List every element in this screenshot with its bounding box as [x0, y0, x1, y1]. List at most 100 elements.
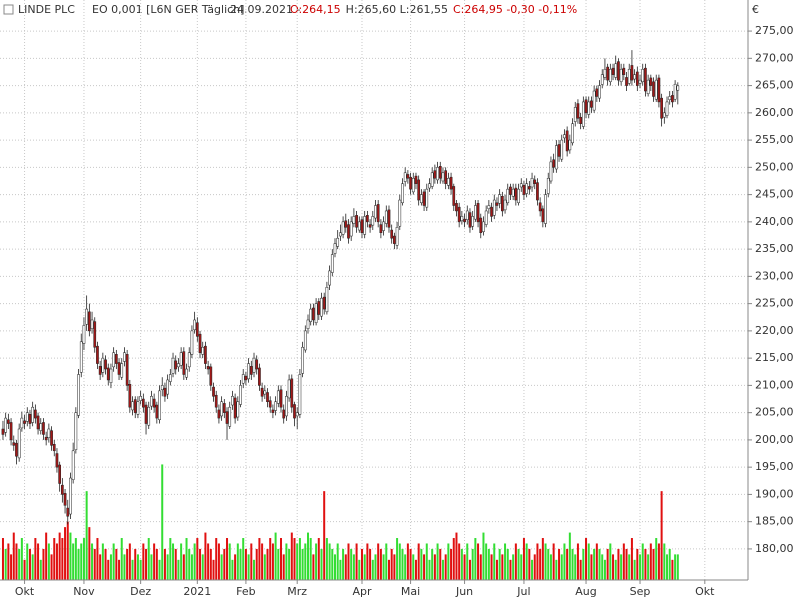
- volume-bar: [177, 559, 180, 580]
- y-tick-label: 195,00: [755, 460, 794, 473]
- candle-body: [660, 97, 663, 119]
- volume-bar: [498, 548, 501, 580]
- candle-body: [635, 71, 639, 86]
- volume-bar: [652, 548, 655, 580]
- candle-body: [160, 385, 164, 391]
- candle-body: [328, 270, 331, 286]
- candle-body: [474, 205, 477, 220]
- candle-body: [309, 308, 313, 322]
- x-tick-label: Mrz: [287, 585, 307, 598]
- candle-body: [581, 101, 585, 127]
- y-tick-label: 205,00: [755, 406, 794, 419]
- volume-bar: [128, 543, 131, 580]
- candle-body: [349, 221, 353, 237]
- volume-bar: [436, 543, 439, 580]
- volume-bar: [185, 538, 188, 580]
- volume-bar: [64, 527, 67, 580]
- candle-body: [82, 325, 86, 344]
- volume-bar: [207, 543, 210, 580]
- candle-body: [487, 205, 491, 210]
- volume-bar: [487, 548, 490, 580]
- candle-body: [290, 378, 294, 408]
- volume-bar: [285, 543, 288, 580]
- candle-body: [652, 81, 655, 97]
- candle-body: [295, 412, 299, 417]
- candle-body: [371, 216, 375, 226]
- x-tick-label: Sep: [630, 585, 651, 598]
- volume-bar: [339, 559, 342, 580]
- candle-body: [498, 194, 502, 204]
- volume-bar: [379, 548, 382, 580]
- volume-bar: [296, 543, 299, 580]
- volume-bar: [312, 554, 315, 580]
- candle-body: [619, 68, 623, 83]
- candle-body: [600, 74, 604, 85]
- volume-bar: [323, 491, 326, 580]
- candle-body: [625, 77, 628, 86]
- volume-bar: [215, 538, 218, 580]
- candle-body: [44, 436, 48, 441]
- candle-body: [98, 366, 102, 375]
- volume-bar: [261, 543, 264, 580]
- candle-body: [187, 352, 191, 368]
- volume-bar: [161, 464, 164, 580]
- y-tick-label: 200,00: [755, 433, 794, 446]
- volume-bar: [639, 554, 642, 580]
- candle-body: [376, 204, 380, 223]
- candle-body: [527, 186, 531, 190]
- volume-bar: [145, 548, 148, 580]
- y-tick-label: 215,00: [755, 351, 794, 364]
- volume-bar: [139, 559, 142, 580]
- candle-body: [468, 212, 472, 228]
- candle-body: [287, 379, 291, 399]
- checkbox-icon[interactable]: [3, 4, 14, 15]
- candle-body: [293, 404, 296, 419]
- candle-body: [514, 187, 518, 201]
- candle-body: [231, 396, 234, 406]
- volume-bar: [504, 543, 507, 580]
- volume-bar: [522, 538, 525, 580]
- volume-bar: [158, 559, 161, 580]
- volume-bar: [371, 559, 374, 580]
- volume-bar: [47, 543, 50, 580]
- volume-bar: [331, 548, 334, 580]
- y-tick-label: 225,00: [755, 297, 794, 310]
- volume-bar: [363, 554, 366, 580]
- quote-part: C:264,95 -0,30 -0,11%: [453, 3, 577, 16]
- volume-bar: [12, 532, 15, 580]
- x-tick-label: Dez: [130, 585, 151, 598]
- volume-bar: [568, 532, 571, 580]
- candle-body: [384, 210, 388, 224]
- candle-body: [476, 203, 480, 223]
- volume-bar: [23, 559, 26, 580]
- candle-body: [568, 139, 572, 151]
- candle-body: [533, 179, 537, 184]
- volume-bar: [582, 548, 585, 580]
- candle-body: [406, 174, 410, 179]
- candle-body: [444, 170, 448, 184]
- candle-body: [96, 345, 99, 364]
- x-tick-label: Apr: [352, 585, 372, 598]
- candle-body: [390, 229, 394, 239]
- candle-body: [608, 68, 612, 83]
- volume-bar: [85, 491, 88, 580]
- candle-body: [225, 411, 229, 424]
- candle-body: [366, 215, 369, 223]
- candle-body: [23, 420, 26, 424]
- volume-bar: [460, 548, 463, 580]
- volume-bar: [439, 548, 442, 580]
- candle-body: [66, 507, 70, 517]
- candle-body: [20, 417, 24, 429]
- candle-body: [552, 159, 555, 168]
- volume-bar: [236, 543, 239, 580]
- volume-bar: [317, 538, 320, 580]
- candle-body: [676, 85, 680, 91]
- y-tick-label: 265,00: [755, 79, 794, 92]
- volume-bar: [55, 543, 58, 580]
- candle-body: [546, 178, 550, 194]
- volume-bar: [166, 554, 169, 580]
- volume-bar: [50, 554, 53, 580]
- volume-bar: [628, 554, 631, 580]
- volume-bar: [420, 548, 423, 580]
- volume-bar: [307, 532, 309, 580]
